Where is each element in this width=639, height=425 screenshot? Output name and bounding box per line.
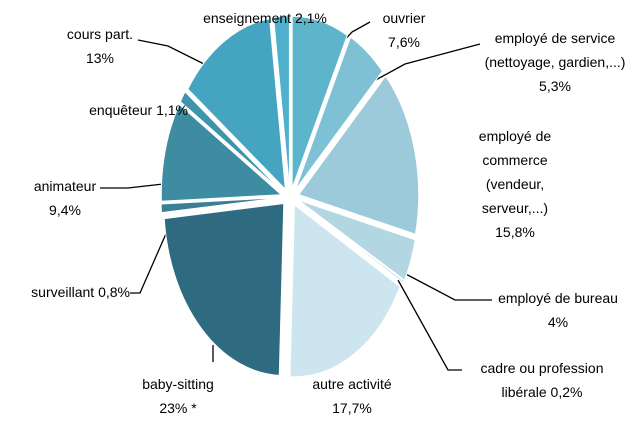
value-label: 1,1% [156,102,188,118]
pie-slice [273,15,290,189]
value-label: 9,4% [49,202,81,218]
category-label: baby-sitting [142,376,214,392]
data-label: cours part. 13% [40,22,160,70]
data-label: employé de service (nettoyage, gardien,.… [478,26,632,98]
category-label: employé de service (nettoyage, gardien,.… [484,30,626,70]
pie-slice [160,103,283,202]
pie-slice [298,199,416,281]
data-label: baby-sitting 23% * [108,372,248,420]
leader-line [401,271,492,301]
value-label: 15,8% [495,224,535,240]
data-label: ouvrier 7,6% [364,6,444,54]
category-label: cours part. [66,26,134,42]
pie-slice [289,203,401,378]
pie-slice [291,15,348,189]
value-label: 5,3% [539,78,571,94]
category-label: employé de commerce (vendeur, serveur,..… [478,128,552,216]
leader-line [130,219,173,294]
data-label: animateur 9,4% [10,174,120,222]
pie-slice [160,197,282,214]
data-label: employé de bureau 4% [478,286,638,334]
pie-slice [297,75,420,235]
category-label: enquêteur [89,102,153,118]
data-label: employé de commerce (vendeur, serveur,..… [460,124,570,244]
value-label: 4% [547,314,569,330]
leader-line [397,279,462,371]
pie-slice [163,202,285,376]
value-label: 7,6% [388,34,420,50]
value-label: 23% * [159,400,197,416]
data-label: cadre ou profession libérale 0,2% [462,356,622,404]
leader-line [371,43,481,83]
category-label: ouvrier [382,10,426,26]
data-label: surveillant 0,8% [0,280,130,304]
value-label: 0,8% [98,284,130,300]
category-label: enseignement [203,10,292,26]
value-label: 0,2% [550,384,583,400]
pie-slice [179,90,283,193]
category-label: cadre ou profession libérale [480,360,604,400]
pie-slice [187,18,286,191]
data-label: enseignement 2,1% [190,6,340,30]
leader-line [100,182,173,189]
value-label: 17,7% [332,400,372,416]
category-label: animateur [33,178,97,194]
pie-slice [297,200,405,284]
value-label: 2,1% [294,10,327,26]
category-label: surveillant [31,284,95,300]
category-label: autre activité [312,376,392,392]
data-label: enquêteur 1,1% [0,98,188,122]
pie-slice [294,36,383,191]
value-label: 13% [85,50,115,66]
data-label: autre activité 17,7% [282,372,422,420]
category-label: employé de bureau [498,290,618,306]
